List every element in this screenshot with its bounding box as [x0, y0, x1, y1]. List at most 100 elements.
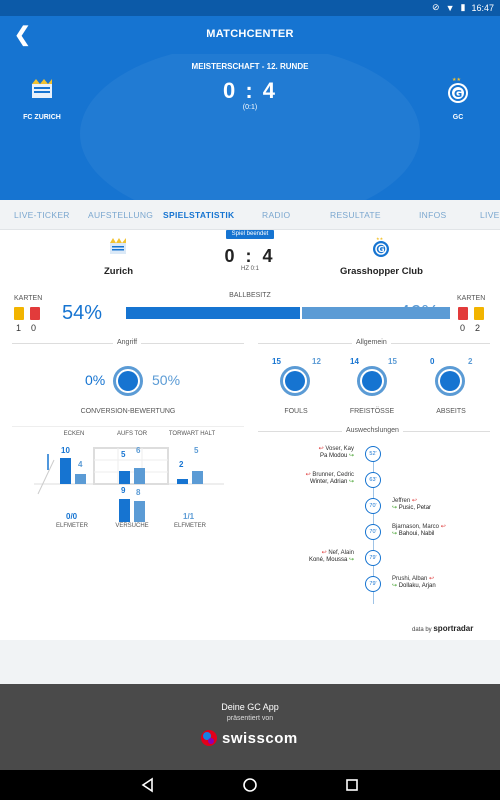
- status-badge: Spiel beendet: [226, 230, 274, 239]
- status-bar: ⊘ ▼ ▮ 16:47: [0, 0, 500, 16]
- freekicks-home: 14: [350, 357, 359, 366]
- sub-player-out: Jeffren: [392, 498, 411, 504]
- freekicks-ring: [357, 366, 387, 396]
- sub-in-arrow-icon: ↪: [392, 583, 398, 589]
- sub-minute: 63': [365, 472, 381, 488]
- saves-away-bar: [192, 471, 203, 484]
- sub-minute: 70': [365, 524, 381, 540]
- sub-row: Prushi, Alban ↩ ↪ Dollaku, Arjan: [392, 575, 436, 589]
- back-arrow-icon[interactable]: ❮: [14, 24, 31, 46]
- hero-home-team-name: FC ZURICH: [23, 114, 61, 121]
- freekick-icon: [362, 371, 382, 391]
- nav-home-icon[interactable]: [242, 777, 258, 793]
- status-time: 16:47: [471, 2, 494, 13]
- shots-label: VERSUCHE: [115, 523, 149, 529]
- swisscom-wordmark: swisscom: [222, 729, 298, 747]
- away-cards-label: KARTEN: [457, 295, 486, 302]
- sub-player-out: Brunner, Cedric: [312, 472, 354, 478]
- svg-text:★★: ★★: [452, 77, 461, 83]
- tab-aufstellung[interactable]: AUFSTELLUNG: [88, 210, 154, 220]
- sub-in-arrow-icon: ↪: [392, 505, 398, 511]
- sub-player-in: Winter, Adrian: [309, 479, 348, 485]
- conversion-home: 0%: [85, 372, 106, 388]
- on-target-home-bar: [119, 471, 130, 484]
- sub-out-arrow-icon: ↩: [305, 472, 311, 478]
- hero-home-team[interactable]: FC ZURICH: [2, 76, 82, 121]
- possession-label: BALLBESITZ: [229, 292, 271, 299]
- swisscom-logo[interactable]: swisscom: [200, 726, 310, 750]
- footer-line2: präsentiert von: [226, 715, 274, 722]
- tab-bar: LIVE-TICKER AUFSTELLUNG SPIELSTATISTIK R…: [0, 200, 500, 230]
- home-cards-label: KARTEN: [14, 295, 43, 302]
- sub-player-in: Pusic, Petar: [398, 505, 432, 511]
- shots-away-bar: [134, 501, 145, 522]
- tab-resultate[interactable]: RESULTATE: [330, 210, 381, 220]
- sponsor-footer: Deine GC App präsentiert von swisscom: [0, 684, 500, 770]
- tab-spielstatistik[interactable]: SPIELSTATISTIK: [163, 210, 235, 220]
- sub-out-arrow-icon: ↩: [429, 576, 435, 582]
- sub-in-arrow-icon: ↪: [348, 479, 354, 485]
- system-nav-bar: [0, 770, 500, 800]
- svg-text:G: G: [378, 245, 385, 254]
- fouls-away: 12: [312, 357, 321, 366]
- freekicks-away: 15: [388, 357, 397, 366]
- away-cards: [458, 307, 484, 320]
- sub-player-out: Prushi, Alban: [392, 576, 428, 582]
- sub-player-in: Bahoui, Nabil: [398, 531, 435, 537]
- foul-icon: [285, 371, 305, 391]
- general-section-title: Allgemein: [352, 339, 391, 346]
- sub-minute: 70': [365, 498, 381, 514]
- match-hero: MEISTERSCHAFT - 12. RUNDE 0 : 4 (0:1) FC…: [0, 54, 500, 200]
- sub-player-in: Pa Modou: [319, 453, 348, 459]
- app-toolbar: ❮ MATCHCENTER: [0, 16, 500, 54]
- sub-out-arrow-icon: ↩: [318, 446, 324, 452]
- match-summary: Spiel beendet Zurich 0 : 4 HZ 0:1 ★★ G G…: [0, 230, 500, 290]
- away-team-name: Grasshopper Club: [340, 266, 423, 277]
- nav-recents-icon[interactable]: [344, 777, 360, 793]
- shots-home-value: 9: [121, 486, 126, 495]
- goal-diagram-icon: [34, 447, 224, 495]
- fouls-home: 15: [272, 357, 281, 366]
- sportradar-logo: sportradar: [433, 624, 474, 633]
- sub-player-in: Koné, Moussa: [308, 557, 348, 563]
- match-halftime: HZ 0:1: [240, 266, 259, 272]
- sub-minute: 52': [365, 446, 381, 462]
- home-team-name: Zurich: [104, 266, 134, 277]
- tab-live[interactable]: LIVE: [480, 210, 500, 220]
- on-target-label: AUFS TOR: [116, 431, 148, 437]
- sub-row: ↩ Voser, Kay Pa Modou ↪: [319, 445, 354, 459]
- tab-live-ticker[interactable]: LIVE-TICKER: [14, 210, 70, 220]
- red-card-icon: [458, 307, 468, 320]
- offside-home: 0: [430, 357, 435, 366]
- saves-away-value: 5: [194, 446, 199, 455]
- offside-ring: [435, 366, 465, 396]
- svg-text:★★: ★★: [376, 236, 384, 241]
- hero-away-team[interactable]: ★★ G GC: [418, 76, 498, 121]
- offside-label: ABSEITS: [436, 408, 466, 415]
- home-red-count: 0: [31, 323, 37, 333]
- hero-score: 0 : 4: [222, 78, 278, 103]
- penalties-home-label: ELFMETER: [55, 523, 88, 529]
- nav-back-icon[interactable]: [140, 777, 156, 793]
- saves-home-value: 2: [179, 460, 184, 469]
- sub-row: Jeffren ↩ ↪ Pusic, Petar: [392, 497, 431, 511]
- tab-infos[interactable]: INFOS: [419, 210, 447, 220]
- gc-logo-icon: ★★ G: [448, 77, 468, 103]
- background-watermark: [80, 54, 420, 200]
- home-possession-pct: 54%: [62, 302, 103, 324]
- sub-row: ↩ Nef, Alain Koné, Moussa ↪: [309, 549, 354, 563]
- fouls-label: FOULS: [284, 408, 308, 415]
- on-target-away-bar: [134, 468, 145, 484]
- home-team-logo-icon: [110, 238, 126, 254]
- sub-player-in: Dollaku, Arjan: [398, 583, 436, 589]
- sub-in-arrow-icon: ↪: [348, 453, 354, 459]
- data-credit: data by sportradar: [412, 624, 473, 633]
- tab-radio[interactable]: RADIO: [262, 210, 291, 220]
- home-yellow-count: 1: [16, 323, 22, 333]
- sub-row: Bjarnason, Marco ↩ ↪ Bahoui, Nabil: [392, 523, 446, 537]
- sub-player-out: Bjarnason, Marco: [392, 524, 440, 530]
- hero-halftime: (0:1): [242, 104, 258, 111]
- sub-minute: 79': [365, 576, 381, 592]
- yellow-card-icon: [474, 307, 484, 320]
- home-card-counts: 1 0: [16, 323, 36, 333]
